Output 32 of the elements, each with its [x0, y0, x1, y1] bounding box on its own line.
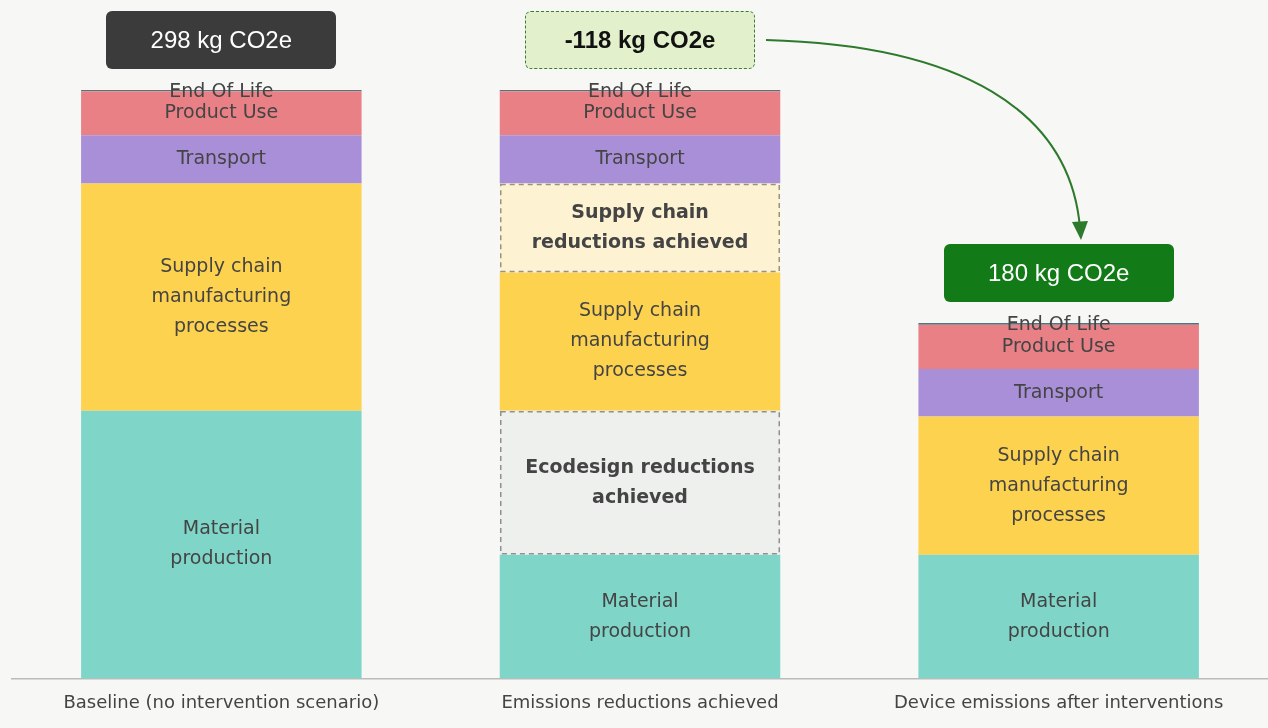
text: End Of Life	[1006, 311, 1111, 334]
series-label: Supply chain reductions achieved	[531, 199, 749, 252]
bar	[918, 416, 1199, 555]
text: Supply chain manufacturing processes	[570, 298, 710, 381]
bar	[499, 135, 781, 184]
bar	[81, 410, 362, 679]
text: Transport	[176, 146, 266, 169]
series-label: Supply chain manufacturing processes	[988, 442, 1129, 525]
text: Material production	[1007, 588, 1110, 641]
text: Supply chain manufacturing processes	[151, 254, 292, 337]
bar	[81, 135, 362, 184]
bar	[918, 368, 1199, 417]
series-label: End Of Life	[169, 78, 274, 101]
text: Transport	[595, 146, 685, 169]
x-tick-label: Baseline (no intervention scenario)	[63, 690, 380, 712]
series-label: Transport	[1013, 379, 1104, 402]
text: End Of Life	[587, 78, 693, 101]
series-label: Ecodesign reductions achieved	[525, 454, 755, 507]
x-tick-label: Device emissions after interventions	[893, 690, 1224, 712]
text: Product Use	[583, 100, 697, 123]
bar	[918, 554, 1199, 679]
series-label: Product Use	[164, 100, 279, 123]
bar	[81, 183, 362, 411]
callout-box: 180 kg CO2e	[943, 244, 1174, 302]
bar	[499, 272, 781, 411]
bar	[499, 554, 781, 679]
x-tick-label: Emissions reductions achieved	[501, 690, 779, 712]
callout-box: 298 kg CO2e	[106, 11, 337, 69]
callout-box: -118 kg CO2e	[525, 11, 755, 69]
series-label: Material production	[588, 588, 692, 641]
text: Product Use	[1001, 333, 1116, 356]
text: Material production	[170, 516, 273, 569]
